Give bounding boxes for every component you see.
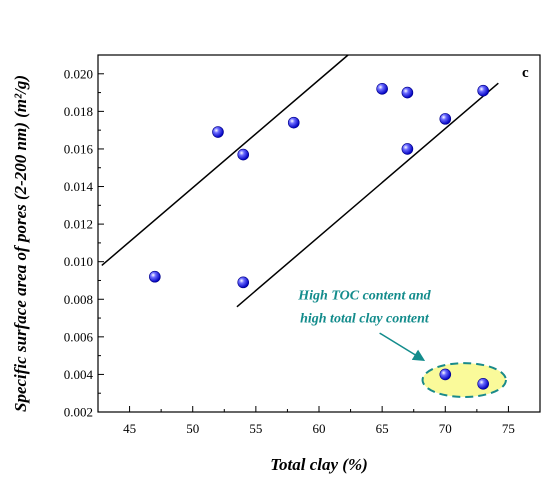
data-point — [477, 84, 489, 97]
data-point — [477, 378, 489, 390]
annotation-text: High TOC content and — [297, 288, 431, 303]
x-tick-label: 45 — [123, 421, 136, 436]
annotation-text: high total clay content — [300, 311, 430, 326]
annotation-arrow — [379, 332, 426, 361]
y-tick-label: 0.002 — [64, 405, 93, 420]
highlight-region — [421, 362, 507, 398]
data-point — [149, 270, 161, 283]
y-tick-label: 0.014 — [64, 179, 94, 194]
data-point — [212, 126, 224, 138]
y-axis: 0.002 0.004 0.006 0.008 0.010 0.012 0.014 0.016… — [64, 66, 104, 420]
y-tick-label: 0.012 — [64, 217, 93, 232]
highlight-ellipse — [421, 362, 507, 398]
x-tick-label: 65 — [376, 421, 389, 436]
data-point — [237, 276, 250, 289]
trend-lines — [101, 54, 499, 308]
trend-line — [101, 54, 349, 267]
data-point — [237, 148, 250, 161]
x-tick-label: 60 — [313, 421, 326, 436]
y-axis-title: Specific surface area of pores (2-200 nm… — [11, 75, 30, 412]
data-point — [287, 116, 300, 129]
data-point — [401, 143, 414, 155]
data-point — [439, 368, 452, 381]
panel-label: c — [522, 65, 529, 81]
plot-frame — [97, 54, 541, 413]
x-tick-label: 75 — [502, 421, 515, 436]
x-tick-label: 70 — [439, 421, 452, 436]
y-tick-label: 0.018 — [64, 104, 93, 119]
trend-line — [236, 82, 499, 308]
data-point — [401, 86, 414, 99]
y-tick-label: 0.020 — [64, 66, 93, 81]
y-tick-label: 0.006 — [64, 329, 94, 344]
x-tick-label: 50 — [186, 421, 199, 436]
y-tick-label: 0.010 — [64, 254, 93, 269]
annotation: High TOC content and high total clay cont… — [297, 288, 432, 361]
y-tick-label: 0.016 — [64, 141, 94, 156]
data-points — [149, 83, 489, 390]
y-tick-label: 0.004 — [64, 367, 94, 382]
data-point — [376, 83, 388, 95]
x-axis: 45 50 55 60 65 70 75 — [123, 406, 515, 436]
x-tick-label: 55 — [249, 421, 262, 436]
data-point — [439, 113, 452, 125]
y-tick-label: 0.008 — [64, 292, 93, 307]
x-axis-title: Total clay (%) — [270, 455, 368, 474]
